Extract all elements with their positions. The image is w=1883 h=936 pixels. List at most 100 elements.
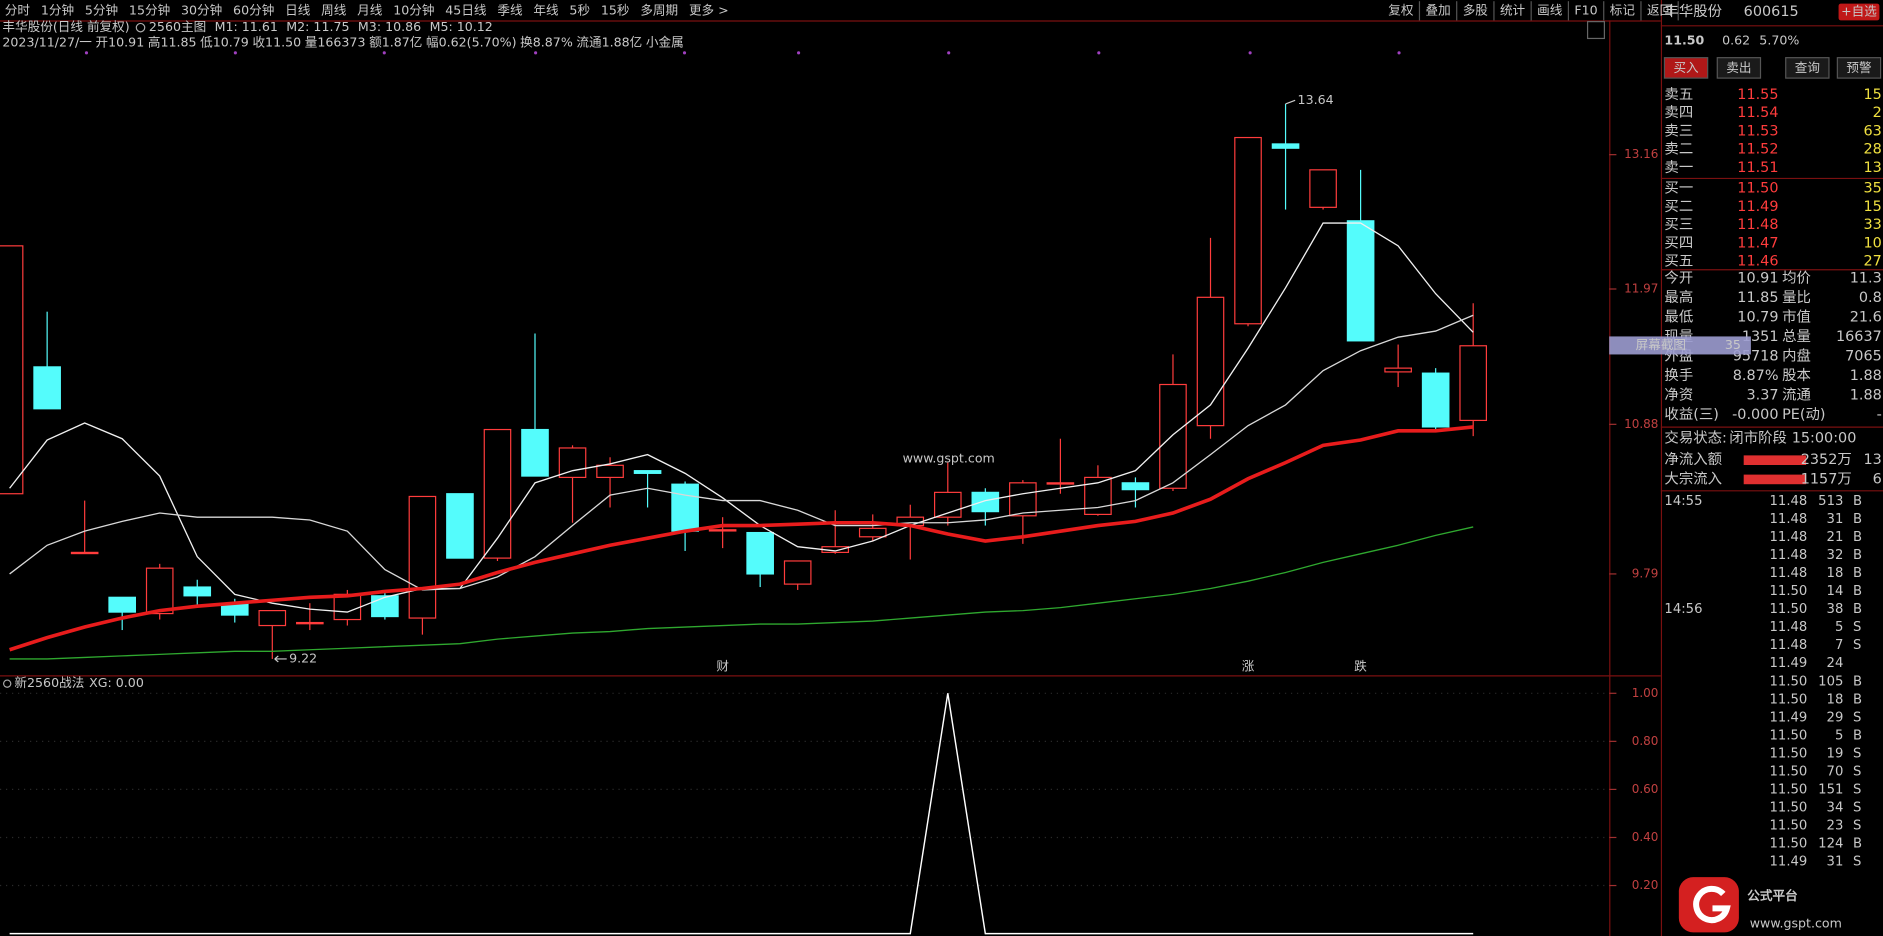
candle-body xyxy=(183,586,212,597)
indicator-icon xyxy=(135,22,146,33)
tool-button[interactable]: 多股 xyxy=(1463,2,1489,17)
tick-price: 11.50 xyxy=(1770,728,1808,743)
tick-price: 11.48 xyxy=(1770,566,1808,581)
order-price: 11.46 xyxy=(1737,254,1778,270)
trade-button[interactable]: 买入 xyxy=(1673,60,1699,75)
y-tick-label: 10.88 xyxy=(1624,417,1658,431)
tick-time: 14:55 xyxy=(1664,494,1702,509)
order-price: 11.50 xyxy=(1737,181,1778,197)
price-change: 0.62 xyxy=(1722,32,1750,47)
flow-label: 大宗流入 xyxy=(1664,470,1722,487)
tick-volume: 18 xyxy=(1827,692,1844,707)
trade-button-bg[interactable] xyxy=(1785,57,1830,79)
candle-body xyxy=(1384,367,1412,373)
chart-watermark: www.gspt.com xyxy=(903,450,995,465)
period-tab[interactable]: 15分钟 xyxy=(129,2,170,17)
dot xyxy=(382,51,386,55)
period-tab[interactable]: 10分钟 xyxy=(393,2,434,17)
stat-value: 11.3 xyxy=(1850,271,1882,287)
period-tab[interactable]: 5秒 xyxy=(569,2,590,17)
candle-body xyxy=(333,593,362,621)
tool-button[interactable]: 复权 xyxy=(1388,2,1414,17)
stat-label: 市值 xyxy=(1782,309,1811,326)
trade-button[interactable]: 查询 xyxy=(1795,60,1820,75)
period-tab[interactable]: 60分钟 xyxy=(233,2,274,17)
tick-volume: 70 xyxy=(1827,764,1844,779)
period-tab[interactable]: 季线 xyxy=(497,2,523,17)
order-label: 卖三 xyxy=(1664,122,1693,139)
trade-button-bg[interactable] xyxy=(1716,57,1762,79)
order-label: 买四 xyxy=(1664,234,1693,251)
y-tick-label: 13.16 xyxy=(1624,147,1658,161)
candle-body xyxy=(33,366,61,410)
candle-body xyxy=(483,428,512,559)
dot xyxy=(534,51,538,55)
tick-price: 11.48 xyxy=(1770,530,1808,545)
order-label: 买二 xyxy=(1664,198,1693,215)
tick-side: B xyxy=(1853,548,1862,563)
order-volume: 28 xyxy=(1863,142,1881,158)
stat-label: 今开 xyxy=(1664,270,1693,287)
tick-volume: 7 xyxy=(1835,638,1843,653)
period-tab[interactable]: 更多 > xyxy=(689,2,729,17)
tool-button[interactable]: 标记 xyxy=(1610,2,1636,17)
order-label: 买一 xyxy=(1664,180,1693,197)
period-tab[interactable]: 5分钟 xyxy=(85,2,118,17)
y-tick-label: 0.80 xyxy=(1632,734,1659,748)
tick-side: S xyxy=(1853,638,1861,653)
period-tab[interactable]: 分时 xyxy=(5,2,31,17)
status-time: 15:00:00 xyxy=(1792,431,1857,447)
ma-label: M1: 11.61 xyxy=(215,19,278,34)
tool-button[interactable]: 叠加 xyxy=(1425,2,1450,17)
tick-side: B xyxy=(1853,674,1862,689)
candle-body xyxy=(70,551,99,555)
period-tab[interactable]: 周线 xyxy=(321,2,347,17)
price-change-pct: 5.70% xyxy=(1759,32,1799,47)
stat-value: - xyxy=(1877,407,1882,423)
screenshot-overlay-bg xyxy=(1609,336,1751,355)
stock-name: 丰华股份 xyxy=(1664,3,1722,20)
candle-body xyxy=(258,610,287,627)
tick-price: 11.50 xyxy=(1770,746,1808,761)
moving-average xyxy=(9,425,1474,652)
expand-icon[interactable] xyxy=(1586,21,1605,40)
low-label: 9.22 xyxy=(289,650,317,665)
order-label: 卖二 xyxy=(1664,141,1693,158)
period-tab[interactable]: 月线 xyxy=(357,2,383,17)
period-tab[interactable]: 1分钟 xyxy=(41,2,74,17)
stat-label: 换手 xyxy=(1664,367,1693,384)
period-tab[interactable]: 45日线 xyxy=(445,2,487,17)
ma-label: M5: 10.12 xyxy=(430,19,493,34)
candle-body xyxy=(371,595,399,618)
period-tab[interactable]: 多周期 xyxy=(640,2,678,17)
tick-price: 11.48 xyxy=(1770,638,1808,653)
trade-button-bg[interactable] xyxy=(1663,57,1709,79)
period-tab[interactable]: 30分钟 xyxy=(181,2,222,17)
tick-volume: 124 xyxy=(1818,836,1843,851)
watch-button[interactable]: +自选 xyxy=(1841,4,1877,19)
period-tab[interactable]: 日线 xyxy=(285,2,311,17)
tick-volume: 32 xyxy=(1827,548,1844,563)
trade-button-bg[interactable] xyxy=(1836,57,1882,79)
trade-button[interactable]: 预警 xyxy=(1846,60,1872,75)
tick-volume: 14 xyxy=(1827,584,1844,599)
tool-button[interactable]: 统计 xyxy=(1500,2,1526,17)
period-tab[interactable]: 年线 xyxy=(533,2,559,17)
order-price: 11.52 xyxy=(1737,142,1778,158)
tool-button[interactable]: 画线 xyxy=(1537,2,1563,17)
y-tick-label: 11.97 xyxy=(1624,281,1658,295)
candle-body xyxy=(521,428,549,477)
y-tick-label: 1.00 xyxy=(1632,686,1659,700)
order-volume: 15 xyxy=(1863,199,1881,215)
period-tab[interactable]: 15秒 xyxy=(601,2,630,17)
tick-volume: 29 xyxy=(1827,710,1844,725)
candle-body xyxy=(0,245,24,495)
trade-button[interactable]: 卖出 xyxy=(1726,60,1751,75)
watch-button-bg[interactable] xyxy=(1838,3,1880,21)
tool-button[interactable]: 返回 xyxy=(1647,2,1672,17)
dot xyxy=(682,51,687,55)
tick-time: 14:56 xyxy=(1664,602,1702,617)
stat-label: 最低 xyxy=(1664,309,1693,326)
event-mark: 财 xyxy=(716,658,729,673)
tool-button[interactable]: F10 xyxy=(1574,2,1597,17)
